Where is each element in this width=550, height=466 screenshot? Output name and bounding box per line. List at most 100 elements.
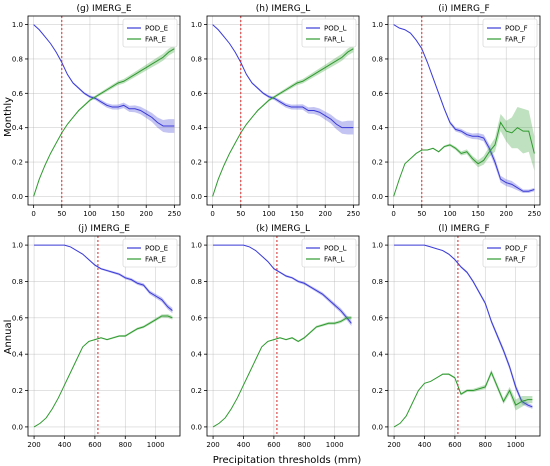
x-tick-label: 600 bbox=[88, 441, 101, 449]
series-line-pod_e bbox=[33, 24, 175, 127]
x-tick-label: 800 bbox=[298, 441, 311, 449]
y-tick-label: 0.0 bbox=[12, 193, 23, 201]
x-tick-label: 600 bbox=[448, 441, 461, 449]
legend-label-far_e: FAR_E bbox=[145, 36, 166, 44]
y-tick-label: 0.8 bbox=[372, 278, 383, 286]
series-line-pod_l bbox=[213, 244, 352, 324]
y-tick-label: 1.0 bbox=[191, 21, 202, 29]
legend-label-far_l: FAR_L bbox=[324, 256, 345, 264]
y-tick-label: 0.2 bbox=[191, 159, 202, 167]
legend-box bbox=[482, 18, 538, 48]
panel-0: 0.0 0.2 0.4 0.6 0.8 1.0 0 50 100 150 200 250 (g) IME… bbox=[12, 4, 181, 218]
legend-box bbox=[301, 18, 357, 48]
panel-title: (l) IMERG_F bbox=[438, 224, 489, 234]
x-tick-label: 200 bbox=[319, 210, 332, 218]
y-tick-label: 0.0 bbox=[12, 423, 23, 431]
y-tick-label: 1.0 bbox=[372, 21, 383, 29]
series-line-far_e bbox=[33, 315, 173, 428]
x-tick-label: 250 bbox=[528, 210, 541, 218]
panel-4: 0.0 0.2 0.4 0.6 0.8 1.0 200 400 600 800 1000 (k) IM… bbox=[191, 224, 360, 449]
y-tick-label: 0.6 bbox=[191, 314, 203, 322]
x-axis-label: Precipitation thresholds (mm) bbox=[213, 455, 362, 466]
series-line-far_l bbox=[212, 48, 354, 197]
y-tick-label: 0.8 bbox=[12, 278, 23, 286]
series-band-far_l bbox=[212, 45, 354, 197]
x-tick-label: 50 bbox=[417, 210, 426, 218]
y-tick-label: 0.2 bbox=[372, 387, 383, 395]
x-tick-label: 200 bbox=[500, 210, 513, 218]
y-tick-label: 0.8 bbox=[191, 55, 202, 63]
x-tick-label: 1000 bbox=[326, 441, 344, 449]
panel-title: (j) IMERG_E bbox=[78, 224, 130, 234]
y-tick-label: 0.2 bbox=[372, 159, 383, 167]
y-tick-label: 1.0 bbox=[12, 242, 23, 250]
panel-2: 0.0 0.2 0.4 0.6 0.8 1.0 0 50 100 150 200 250 (i) IME… bbox=[372, 4, 541, 218]
y-tick-label: 0.6 bbox=[372, 314, 384, 322]
x-tick-label: 800 bbox=[479, 441, 492, 449]
y-tick-label: 0.0 bbox=[191, 193, 202, 201]
panel-5: 0.0 0.2 0.4 0.6 0.8 1.0 200 400 600 800 1000 (l) IM… bbox=[372, 224, 541, 449]
series-line-pod_l bbox=[212, 24, 354, 129]
series-line-pod_f bbox=[393, 24, 535, 192]
legend-label-far_l: FAR_L bbox=[324, 36, 345, 44]
legend-label-pod_l: POD_L bbox=[324, 245, 347, 253]
y-tick-label: 0.6 bbox=[12, 314, 24, 322]
axes-frame bbox=[206, 15, 360, 206]
x-tick-label: 200 bbox=[206, 441, 219, 449]
x-tick-label: 0 bbox=[210, 210, 214, 218]
series-band-pod_l bbox=[212, 24, 354, 135]
legend-box bbox=[301, 238, 357, 268]
x-tick-label: 0 bbox=[31, 210, 35, 218]
axes-frame bbox=[27, 235, 181, 437]
series-line-pod_f bbox=[394, 244, 533, 408]
x-tick-label: 100 bbox=[262, 210, 275, 218]
legend-box bbox=[122, 18, 178, 48]
y-tick-label: 0.6 bbox=[372, 90, 384, 98]
axes-frame bbox=[387, 235, 541, 437]
panel-title: (g) IMERG_E bbox=[76, 4, 131, 14]
x-tick-label: 1000 bbox=[507, 441, 525, 449]
x-tick-label: 200 bbox=[140, 210, 153, 218]
series-band-pod_f bbox=[394, 245, 533, 409]
x-tick-label: 400 bbox=[58, 441, 71, 449]
x-tick-label: 250 bbox=[168, 210, 181, 218]
series-band-far_e bbox=[33, 45, 175, 197]
y-tick-label: 0.0 bbox=[191, 423, 202, 431]
x-tick-label: 800 bbox=[119, 441, 132, 449]
x-tick-label: 50 bbox=[57, 210, 66, 218]
x-tick-label: 150 bbox=[111, 210, 124, 218]
y-tick-label: 1.0 bbox=[372, 242, 383, 250]
y-tick-label: 0.4 bbox=[12, 124, 24, 132]
panel-1: 0.0 0.2 0.4 0.6 0.8 1.0 0 50 100 150 200 250 (h) IME… bbox=[191, 4, 360, 218]
row-label-monthly: Monthly bbox=[3, 97, 14, 137]
x-tick-label: 250 bbox=[347, 210, 360, 218]
x-tick-label: 150 bbox=[471, 210, 484, 218]
y-tick-label: 0.8 bbox=[191, 278, 202, 286]
legend-label-pod_e: POD_E bbox=[145, 25, 168, 33]
y-tick-label: 0.4 bbox=[372, 124, 384, 132]
y-tick-label: 1.0 bbox=[12, 21, 23, 29]
legend-label-pod_f: POD_F bbox=[505, 25, 528, 33]
y-tick-label: 0.6 bbox=[191, 90, 203, 98]
x-tick-label: 100 bbox=[443, 210, 456, 218]
x-tick-label: 0 bbox=[391, 210, 395, 218]
x-tick-label: 400 bbox=[418, 441, 431, 449]
legend-label-pod_f: POD_F bbox=[505, 245, 528, 253]
x-tick-label: 1000 bbox=[147, 441, 165, 449]
series-band-far_e bbox=[34, 314, 173, 427]
series-band-pod_f bbox=[393, 24, 535, 193]
series-line-far_l bbox=[212, 317, 352, 428]
row-label-annual: Annual bbox=[3, 320, 14, 355]
y-tick-label: 0.2 bbox=[12, 159, 23, 167]
y-tick-label: 0.0 bbox=[372, 193, 383, 201]
panel-title: (k) IMERG_L bbox=[256, 224, 310, 234]
axes-frame bbox=[206, 235, 360, 437]
legend-label-far_e: FAR_E bbox=[145, 256, 166, 264]
series-band-far_l bbox=[213, 316, 352, 427]
y-tick-label: 0.4 bbox=[191, 124, 203, 132]
x-tick-label: 400 bbox=[237, 441, 250, 449]
series-line-pod_e bbox=[34, 244, 173, 311]
legend-box bbox=[482, 238, 538, 268]
y-tick-label: 0.0 bbox=[372, 423, 383, 431]
panels: 0.0 0.2 0.4 0.6 0.8 1.0 0 50 100 150 200 250 (g) IME… bbox=[12, 4, 541, 449]
